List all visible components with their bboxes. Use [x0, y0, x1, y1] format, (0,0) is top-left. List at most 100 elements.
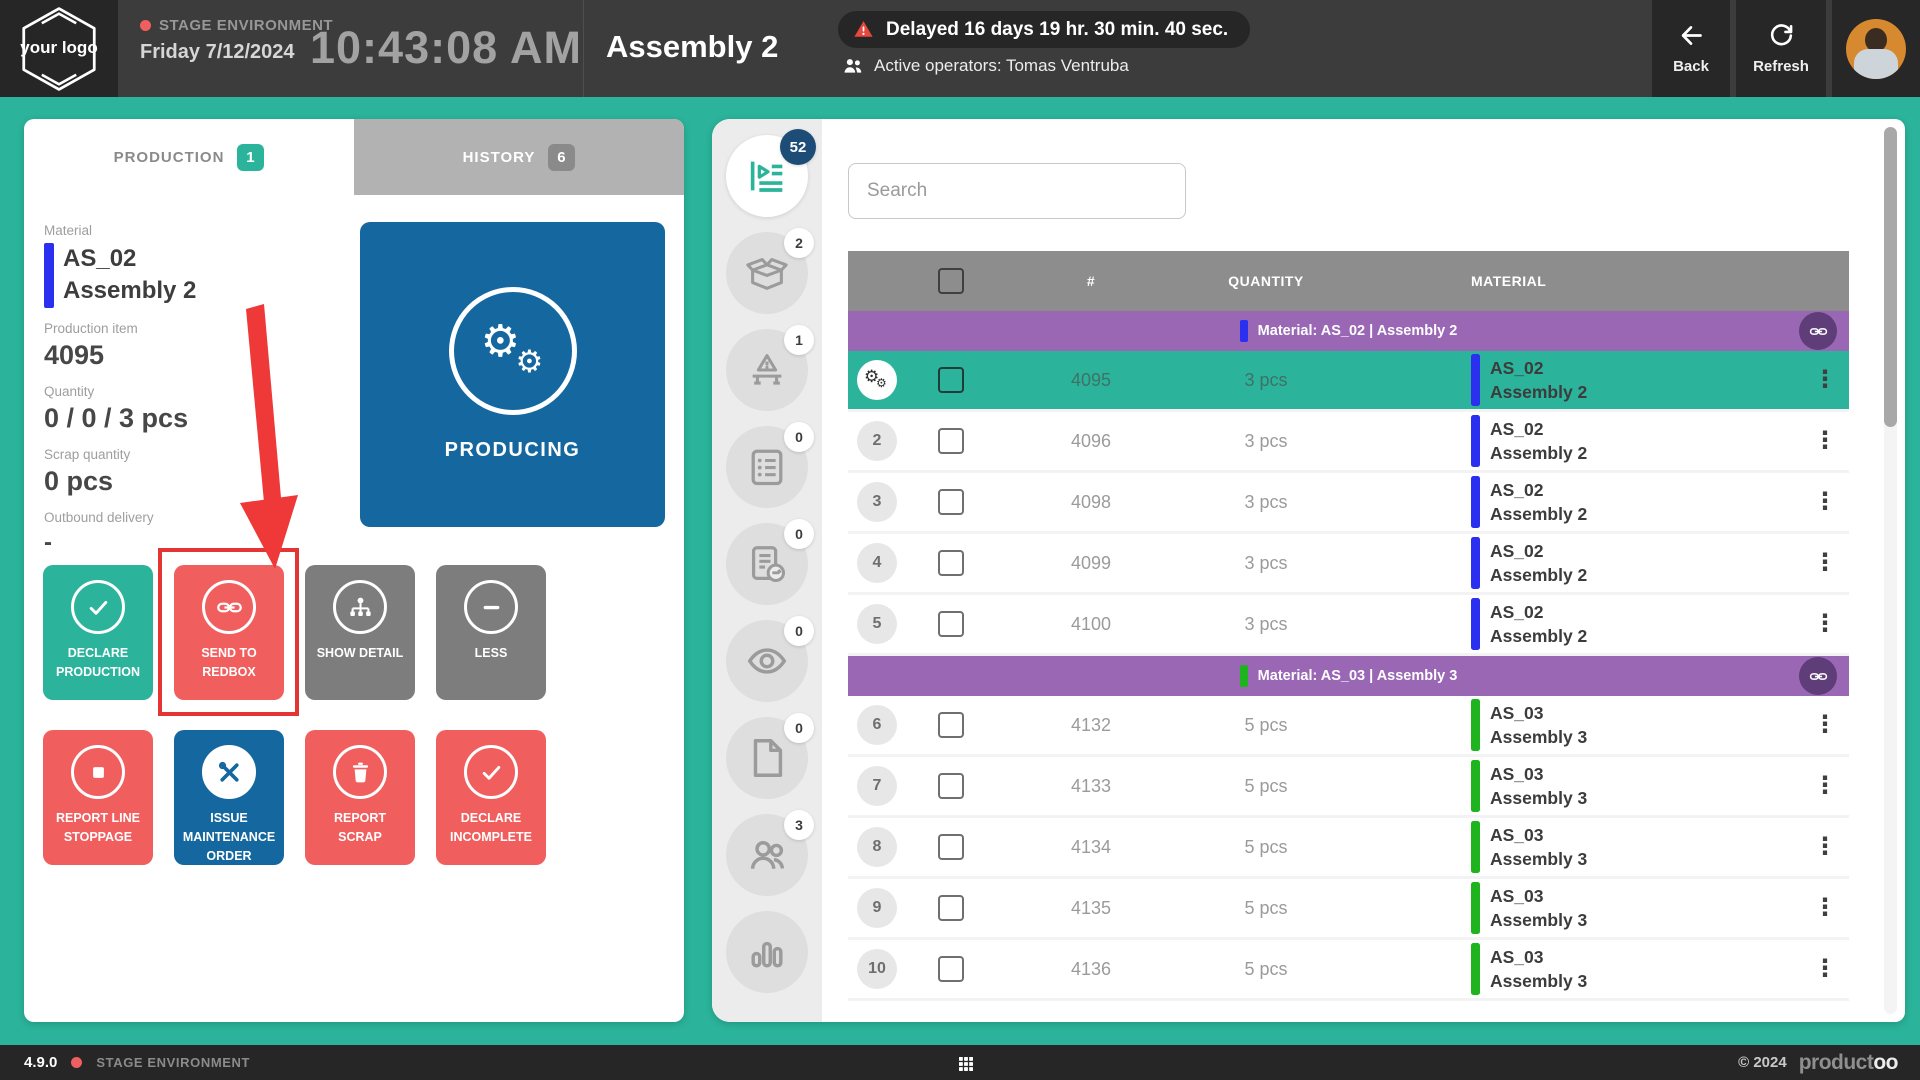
back-label: Back	[1673, 58, 1709, 75]
quantity-label: Quantity	[44, 383, 95, 399]
action-button-less[interactable]: LESS	[436, 565, 546, 700]
rail-item-documents[interactable]: 0	[726, 713, 814, 799]
column-header-material: MATERIAL	[1471, 273, 1547, 289]
row-id: 4136	[1070, 958, 1112, 979]
row-menu-button[interactable]: ⋮	[1807, 957, 1843, 981]
row-checkbox[interactable]	[938, 367, 964, 393]
action-buttons-grid: DECLARE PRODUCTION SEND TO REDBOX SHOW D…	[43, 548, 546, 865]
action-button-report-scrap[interactable]: REPORT SCRAP	[305, 730, 415, 865]
worklist-row[interactable]: 3 4098 3 pcs AS_02 Assembly 2 ⋮	[848, 473, 1849, 534]
rail-item-badge: 2	[784, 228, 814, 258]
row-material-bar	[1471, 760, 1480, 812]
worklist-content: # QUANTITY MATERIAL Material: AS_02 | As…	[822, 119, 1905, 1022]
brand-logo: productoo	[1798, 1050, 1899, 1074]
row-id: 4132	[1070, 714, 1112, 735]
row-material-code: AS_03	[1490, 763, 1544, 784]
row-material-name: Assembly 2	[1490, 382, 1588, 402]
row-menu-button[interactable]: ⋮	[1807, 490, 1843, 514]
row-menu-button[interactable]: ⋮	[1807, 835, 1843, 859]
environment-block: STAGE ENVIRONMENT Friday 7/12/2024	[140, 17, 333, 64]
action-button-label: DECLARE PRODUCTION	[55, 646, 141, 679]
worklist-card: 52 2 1 0 0 0 0 3 # QUANTITY	[712, 119, 1905, 1022]
app-grid-button[interactable]	[950, 1053, 982, 1078]
action-button-declare-incomplete[interactable]: DECLARE INCOMPLETE	[436, 730, 546, 865]
action-button-declare-production[interactable]: DECLARE PRODUCTION	[43, 565, 153, 700]
action-button-report-line-stoppage[interactable]: REPORT LINE STOPPAGE	[43, 730, 153, 865]
worklist-row[interactable]: 4 4099 3 pcs AS_02 Assembly 2 ⋮	[848, 534, 1849, 595]
material-code: AS_02	[63, 245, 137, 272]
rail-item-inspections[interactable]: 0	[726, 616, 814, 702]
action-button-label: LESS	[474, 646, 508, 660]
row-material: AS_03 Assembly 3	[1471, 760, 1801, 812]
rail-item-work-instructions[interactable]: 0	[726, 519, 814, 605]
producing-status-tile[interactable]: ⚙ ⚙ PRODUCING	[360, 222, 665, 527]
group-color-bar	[1239, 320, 1248, 342]
worklist-row[interactable]: 9 4135 5 pcs AS_03 Assembly 3 ⋮	[848, 879, 1849, 940]
avatar[interactable]	[1846, 18, 1906, 79]
row-menu-button[interactable]: ⋮	[1807, 896, 1843, 920]
rail-item-packaging[interactable]: 2	[726, 228, 814, 314]
back-button[interactable]: Back	[1652, 0, 1730, 97]
row-checkbox[interactable]	[938, 834, 964, 860]
row-menu-button[interactable]: ⋮	[1807, 774, 1843, 798]
row-menu-button[interactable]: ⋮	[1807, 429, 1843, 453]
rail-item-checklists[interactable]: 0	[726, 422, 814, 508]
row-material-code: AS_02	[1490, 418, 1544, 439]
action-button-show-detail[interactable]: SHOW DETAIL	[305, 565, 415, 700]
group-link-button[interactable]	[1799, 312, 1837, 350]
arrow-left-icon	[1678, 22, 1705, 49]
quantity-value: 0 / 0 / 3 pcs	[44, 402, 189, 433]
row-menu-button[interactable]: ⋮	[1807, 612, 1843, 636]
row-checkbox[interactable]	[938, 550, 964, 576]
worklist-row[interactable]: 5 4100 3 pcs AS_02 Assembly 2 ⋮	[848, 595, 1849, 656]
scrollbar-track[interactable]	[1884, 127, 1897, 1014]
row-menu-button[interactable]: ⋮	[1807, 713, 1843, 737]
company-logo[interactable]: your logo	[0, 0, 118, 97]
row-checkbox[interactable]	[938, 956, 964, 982]
logo-text: your logo	[20, 38, 98, 57]
select-all-checkbox[interactable]	[938, 268, 964, 294]
worklist-row[interactable]: 7 4133 5 pcs AS_03 Assembly 3 ⋮	[848, 757, 1849, 818]
group-link-button[interactable]	[1799, 657, 1837, 695]
row-quantity: 5 pcs	[1244, 836, 1288, 857]
rail-item-badge: 52	[780, 129, 816, 165]
row-producing-gears-icon: ⚙ ⚙	[857, 360, 897, 400]
warning-icon	[852, 18, 875, 41]
row-checkbox[interactable]	[938, 895, 964, 921]
grid-icon	[956, 1054, 976, 1074]
row-checkbox[interactable]	[938, 489, 964, 515]
row-menu-button[interactable]: ⋮	[1807, 368, 1843, 392]
group-label: Material: AS_03 | Assembly 3	[1257, 668, 1458, 684]
outbound-value: -	[44, 528, 52, 556]
tab-production[interactable]: PRODUCTION 1	[24, 119, 354, 195]
row-menu-button[interactable]: ⋮	[1807, 551, 1843, 575]
scrollbar-thumb[interactable]	[1884, 127, 1897, 427]
rail-item-badge: 0	[784, 616, 814, 646]
rail-item-statistics[interactable]	[726, 911, 808, 993]
production-info: Material AS_02 Assembly 2 Production ite…	[44, 223, 344, 557]
environment-dot-icon	[140, 20, 151, 31]
refresh-button[interactable]: Refresh	[1736, 0, 1826, 97]
row-number: 3	[857, 482, 897, 522]
row-id: 4100	[1070, 613, 1112, 634]
action-button-icon	[333, 745, 387, 799]
row-checkbox[interactable]	[938, 611, 964, 637]
row-checkbox[interactable]	[938, 428, 964, 454]
row-checkbox[interactable]	[938, 773, 964, 799]
search-input[interactable]	[848, 163, 1186, 219]
tab-history[interactable]: HISTORY 6	[354, 119, 684, 195]
action-button-icon	[333, 580, 387, 634]
worklist-row[interactable]: 2 4096 3 pcs AS_02 Assembly 2 ⋮	[848, 412, 1849, 473]
worklist-row[interactable]: 6 4132 5 pcs AS_03 Assembly 3 ⋮	[848, 696, 1849, 757]
worklist-row[interactable]: ⚙ ⚙ 4095 3 pcs AS_02 Assembly 2 ⋮	[848, 351, 1849, 412]
worklist-row[interactable]: 10 4136 5 pcs AS_03 Assembly 3 ⋮	[848, 940, 1849, 1001]
row-material-name: Assembly 3	[1490, 971, 1588, 991]
action-button-issue-maintenance-order[interactable]: ISSUE MAINTENANCE ORDER	[174, 730, 284, 865]
action-button-send-to-redbox[interactable]: SEND TO REDBOX	[158, 548, 299, 716]
rail-item-operators[interactable]: 3	[726, 810, 814, 896]
row-checkbox[interactable]	[938, 712, 964, 738]
row-quantity: 3 pcs	[1244, 369, 1288, 390]
rail-item-production-queue[interactable]: 52	[726, 129, 816, 217]
worklist-row[interactable]: 8 4134 5 pcs AS_03 Assembly 3 ⋮	[848, 818, 1849, 879]
rail-item-line-warning[interactable]: 1	[726, 325, 814, 411]
